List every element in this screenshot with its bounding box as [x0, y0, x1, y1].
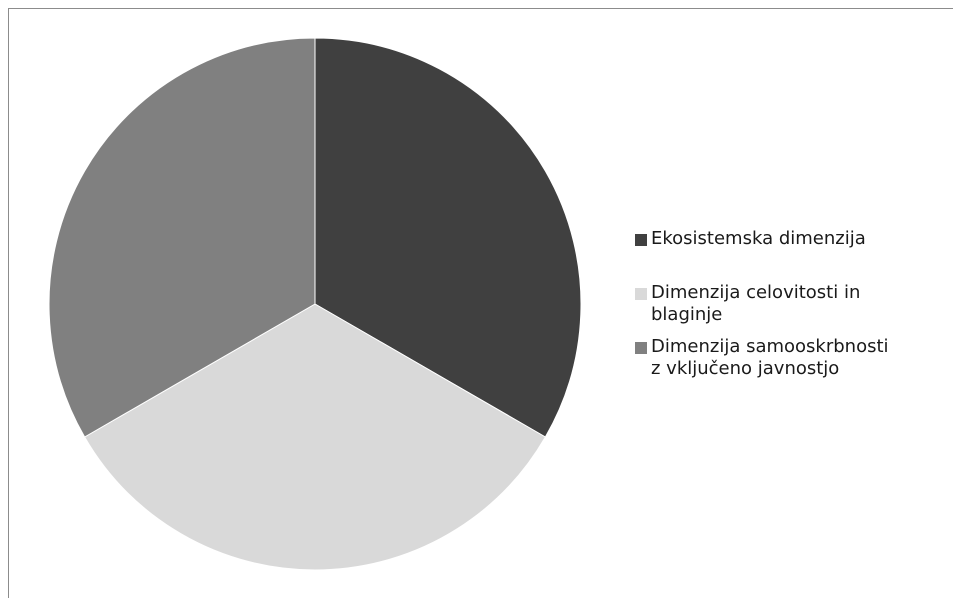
legend-item-ekosistemska: Ekosistemska dimenzija [635, 228, 949, 250]
legend-item-samooskrbnosti: Dimenzija samooskrbnosti z vključeno javn… [635, 336, 949, 380]
legend-swatch-ekosistemska [635, 234, 647, 246]
pie-slice-samooskrbnosti [48, 37, 316, 438]
legend-swatch-samooskrbnosti [635, 342, 647, 354]
legend-item-celovitosti: Dimenzija celovitosti in blaginje [635, 282, 949, 326]
chart-area [8, 8, 953, 598]
legend-label-ekosistemska: Ekosistemska dimenzija [651, 228, 866, 249]
pie-slice-celovitosti [83, 303, 547, 571]
legend-label-celovitosti: Dimenzija celovitosti in blaginje [651, 282, 861, 325]
pie-slice-ekosistemska [314, 37, 582, 438]
legend-label-samooskrbnosti: Dimenzija samooskrbnosti z vključeno javn… [651, 336, 889, 379]
legend-swatch-celovitosti [635, 288, 647, 300]
